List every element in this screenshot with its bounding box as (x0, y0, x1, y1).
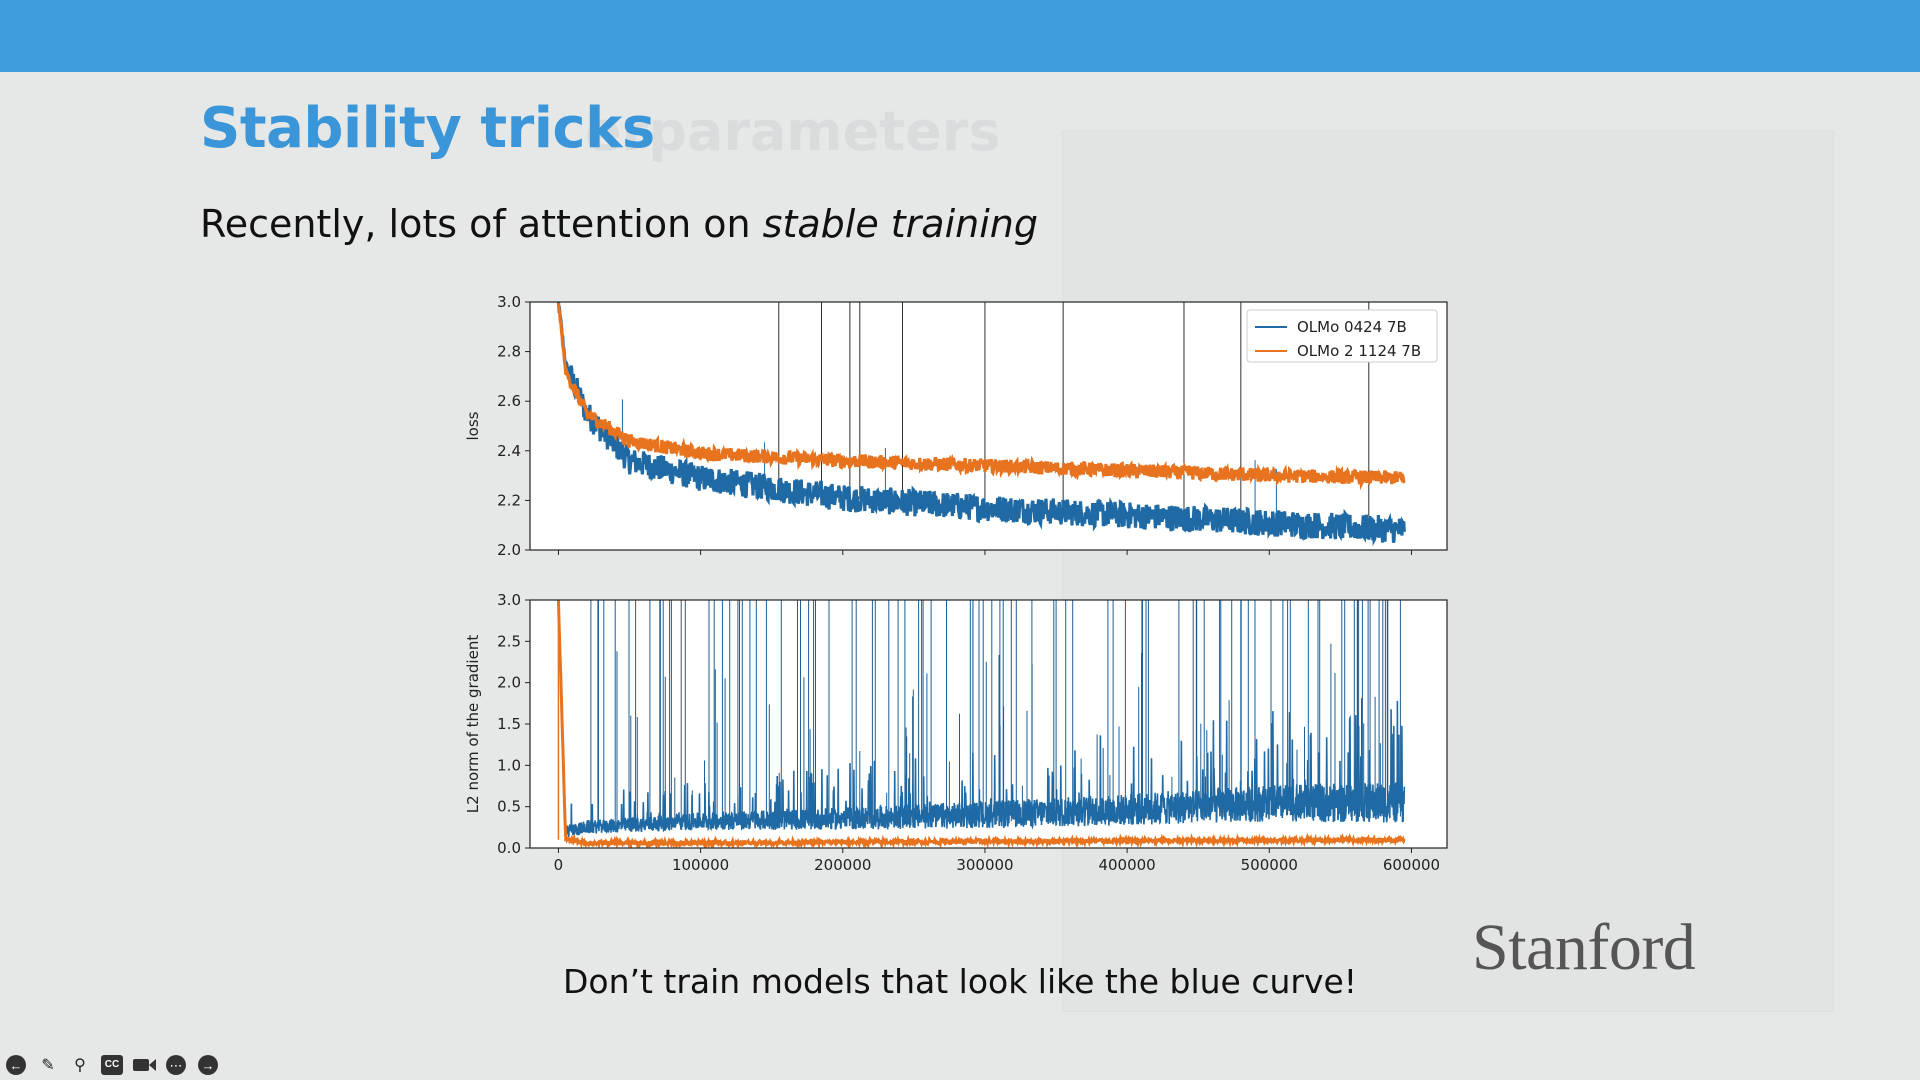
ghost-title-text: erparameters (585, 100, 1001, 163)
y-tick-label: 3.0 (497, 293, 521, 311)
y-tick-label: 2.8 (497, 343, 521, 361)
grad-series-olmo-0424 (557, 600, 1406, 838)
x-tick-label: 500000 (1241, 856, 1298, 874)
y-tick-label: 2.6 (497, 392, 521, 410)
plot-frame (529, 599, 1448, 849)
y-tick-label: 2.2 (497, 491, 521, 509)
forward-icon[interactable]: → (196, 1053, 220, 1077)
y-tick-label: 2.5 (497, 632, 521, 650)
more-icon[interactable]: ⋯ (164, 1053, 188, 1077)
subtitle-text: Recently, lots of attention on (200, 202, 763, 246)
y-tick-label: 1.5 (497, 715, 521, 733)
captions-icon[interactable]: CC (100, 1053, 124, 1077)
x-tick-label: 100000 (672, 856, 729, 874)
legend-label: OLMo 0424 7B (1297, 318, 1407, 336)
legend-box (1246, 309, 1438, 363)
x-tick-label: 400000 (1098, 856, 1155, 874)
loss-series-olmo-2-1124 (556, 302, 1406, 491)
subtitle-emphasis: stable training (762, 202, 1038, 246)
slide-caption: Don’t train models that look like the bl… (562, 962, 1358, 1001)
top-bar (0, 0, 1920, 72)
pen-icon[interactable]: ✎ (41, 1057, 55, 1074)
grad-series-olmo-2-1124 (556, 600, 1406, 848)
legend-label: OLMo 2 1124 7B (1297, 342, 1421, 360)
y-tick-label: 0.0 (497, 839, 521, 857)
camera-icon[interactable] (132, 1053, 156, 1077)
plot-frame (529, 301, 1448, 551)
stanford-logo: Stanford (1472, 911, 1696, 984)
y-axis-label: L2 norm of the gradient (464, 635, 482, 814)
presentation-toolbar: ← ✎ ⚲ CC ⋯ → (4, 1053, 220, 1077)
training-curves-figure: 2.0 2.2 2.4 2.6 2.8 3.0 loss OLMo 0424 7B OLMo 2… (455, 290, 1465, 895)
loss-series-olmo-0424 (556, 302, 1406, 547)
y-tick-label: 1.0 (497, 756, 521, 774)
back-icon[interactable]: ← (4, 1053, 28, 1077)
y-tick-label: 0.5 (497, 798, 521, 816)
x-tick-label: 200000 (814, 856, 871, 874)
y-tick-label: 3.0 (497, 591, 521, 609)
y-tick-label: 2.0 (497, 674, 521, 692)
plot-series-group (556, 600, 1406, 848)
zoom-icon[interactable]: ⚲ (74, 1057, 86, 1074)
x-tick-label: 300000 (956, 856, 1013, 874)
plot-series-group (556, 302, 1406, 547)
chart-panel-loss: 2.0 2.2 2.4 2.6 2.8 3.0 loss OLMo 0424 7B OLMo 2… (464, 293, 1448, 559)
charts-svg: 2.0 2.2 2.4 2.6 2.8 3.0 loss OLMo 0424 7B OLMo 2… (464, 293, 1448, 874)
slide-title: Stability tricks (200, 96, 655, 161)
slide-subtitle: Recently, lots of attention on stable tr… (200, 202, 1038, 246)
cc-label: CC (101, 1055, 123, 1075)
y-tick-label: 2.0 (497, 541, 521, 559)
x-tick-label: 600000 (1383, 856, 1440, 874)
ghost-previous-slide-panel (1062, 130, 1834, 1012)
y-tick-label: 2.4 (497, 442, 521, 460)
chart-panel-grad-norm: 0.0 0.5 1.0 1.5 2.0 2.5 3.0 0 100000 200000 300000… (464, 591, 1448, 874)
x-tick-label: 0 (554, 856, 564, 874)
y-axis-label: loss (464, 411, 482, 440)
